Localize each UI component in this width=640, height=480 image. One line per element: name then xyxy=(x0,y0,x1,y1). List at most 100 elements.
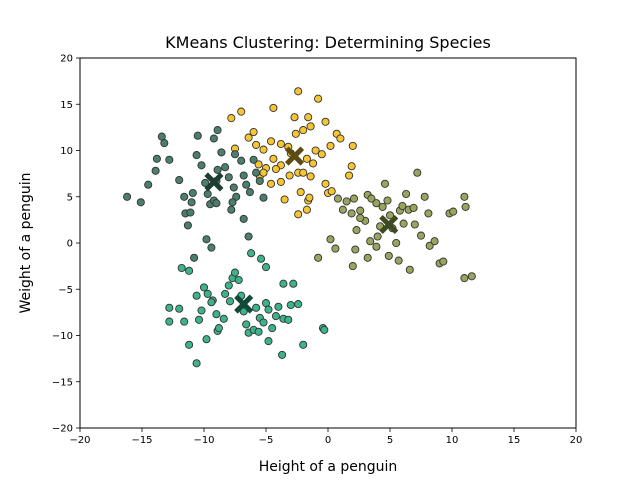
x-axis-ticks: −20 −15 −10 −5 0 5 10 15 20 xyxy=(69,428,582,446)
data-point-cluster-4 xyxy=(274,302,283,311)
data-point-cluster-4 xyxy=(320,325,329,334)
data-point-cluster-4 xyxy=(268,324,277,333)
data-point-cluster-3 xyxy=(373,232,382,241)
data-point-cluster-1 xyxy=(266,137,276,146)
data-point-cluster-2 xyxy=(192,151,201,160)
data-point-cluster-2 xyxy=(209,134,218,143)
data-point-cluster-3 xyxy=(402,189,411,199)
data-point-cluster-2 xyxy=(197,161,206,170)
x-tick-label: −20 xyxy=(69,435,90,446)
data-point-cluster-2 xyxy=(255,176,264,186)
data-point-cluster-4 xyxy=(180,317,189,326)
data-point-cluster-4 xyxy=(197,306,206,315)
data-point-cluster-2 xyxy=(144,180,153,189)
data-point-cluster-3 xyxy=(460,192,469,201)
x-tick-label: −5 xyxy=(259,435,274,446)
data-point-cluster-3 xyxy=(351,245,360,254)
data-point-cluster-1 xyxy=(302,154,311,163)
data-point-cluster-3 xyxy=(333,194,342,203)
x-axis-label: Height of a penguin xyxy=(259,459,398,475)
data-point-cluster-3 xyxy=(420,192,429,201)
data-point-cluster-1 xyxy=(269,154,278,163)
data-point-cluster-3 xyxy=(326,235,335,244)
data-point-cluster-4 xyxy=(279,279,288,288)
data-point-cluster-1 xyxy=(321,179,330,188)
data-point-cluster-2 xyxy=(244,232,253,241)
x-tick-label: 10 xyxy=(446,435,459,446)
data-point-cluster-4 xyxy=(230,268,240,277)
data-point-cluster-3 xyxy=(425,241,434,250)
data-point-cluster-4 xyxy=(234,275,243,285)
data-point-cluster-3 xyxy=(385,211,395,220)
data-point-cluster-2 xyxy=(207,243,216,252)
data-point-cluster-3 xyxy=(349,194,359,203)
data-point-cluster-3 xyxy=(394,256,403,265)
data-point-cluster-2 xyxy=(202,235,211,244)
data-point-cluster-2 xyxy=(229,183,238,192)
data-point-cluster-1 xyxy=(269,103,278,112)
data-point-cluster-1 xyxy=(294,210,303,219)
data-point-cluster-2 xyxy=(190,253,199,262)
data-point-cluster-1 xyxy=(345,171,354,180)
data-point-cluster-1 xyxy=(317,150,326,159)
data-point-cluster-2 xyxy=(228,198,237,207)
data-point-cluster-4 xyxy=(284,315,293,324)
data-point-cluster-2 xyxy=(239,214,248,223)
x-tick-label: 15 xyxy=(508,435,521,446)
data-point-cluster-4 xyxy=(192,359,201,368)
data-point-cluster-2 xyxy=(239,171,248,180)
data-point-cluster-4 xyxy=(175,304,184,313)
y-tick-label: 5 xyxy=(67,192,73,203)
data-point-cluster-3 xyxy=(405,265,414,274)
data-point-cluster-2 xyxy=(183,221,192,230)
y-axis-label: Weight of a penguin xyxy=(18,172,34,313)
data-point-cluster-3 xyxy=(366,237,375,246)
data-point-cluster-3 xyxy=(461,202,470,211)
data-point-cluster-3 xyxy=(331,244,340,253)
data-point-cluster-1 xyxy=(252,140,261,149)
data-point-cluster-2 xyxy=(259,193,268,202)
data-point-cluster-3 xyxy=(449,207,458,216)
data-point-cluster-1 xyxy=(326,141,335,150)
data-point-cluster-1 xyxy=(249,127,258,137)
data-point-cluster-1 xyxy=(259,145,268,154)
data-point-cluster-3 xyxy=(372,242,381,251)
data-point-cluster-3 xyxy=(399,219,408,228)
data-point-cluster-3 xyxy=(430,237,439,246)
y-tick-label: 10 xyxy=(60,146,73,157)
data-point-cluster-3 xyxy=(352,226,361,235)
data-point-cluster-2 xyxy=(227,205,236,214)
data-point-cluster-3 xyxy=(413,168,422,177)
data-point-cluster-3 xyxy=(392,238,401,248)
data-point-cluster-1 xyxy=(290,113,299,122)
data-point-cluster-1 xyxy=(291,129,300,138)
data-point-cluster-3 xyxy=(363,253,372,262)
data-point-cluster-3 xyxy=(409,203,418,212)
data-point-cluster-2 xyxy=(242,180,251,189)
data-point-cluster-3 xyxy=(356,206,365,215)
chart-title: KMeans Clustering: Determining Species xyxy=(165,33,491,52)
data-point-cluster-3 xyxy=(380,179,390,188)
data-point-cluster-4 xyxy=(185,340,194,349)
x-tick-label: −10 xyxy=(193,435,214,446)
data-point-cluster-2 xyxy=(249,155,258,164)
data-point-cluster-1 xyxy=(327,187,336,196)
data-point-cluster-1 xyxy=(254,160,263,169)
data-point-cluster-4 xyxy=(202,335,211,344)
x-tick-label: 0 xyxy=(325,435,331,446)
y-tick-label: 15 xyxy=(60,100,73,111)
data-point-cluster-1 xyxy=(309,159,318,168)
data-point-cluster-4 xyxy=(165,317,174,326)
data-point-cluster-2 xyxy=(221,163,230,172)
data-point-cluster-3 xyxy=(398,201,407,211)
data-point-cluster-4 xyxy=(225,297,235,306)
data-point-cluster-2 xyxy=(230,150,240,159)
data-point-cluster-4 xyxy=(219,314,228,323)
data-point-cluster-1 xyxy=(305,193,314,202)
data-point-cluster-3 xyxy=(424,209,433,218)
data-point-cluster-1 xyxy=(321,117,330,126)
data-point-cluster-4 xyxy=(278,350,287,359)
data-point-cluster-4 xyxy=(221,289,230,298)
data-point-cluster-1 xyxy=(280,195,289,204)
